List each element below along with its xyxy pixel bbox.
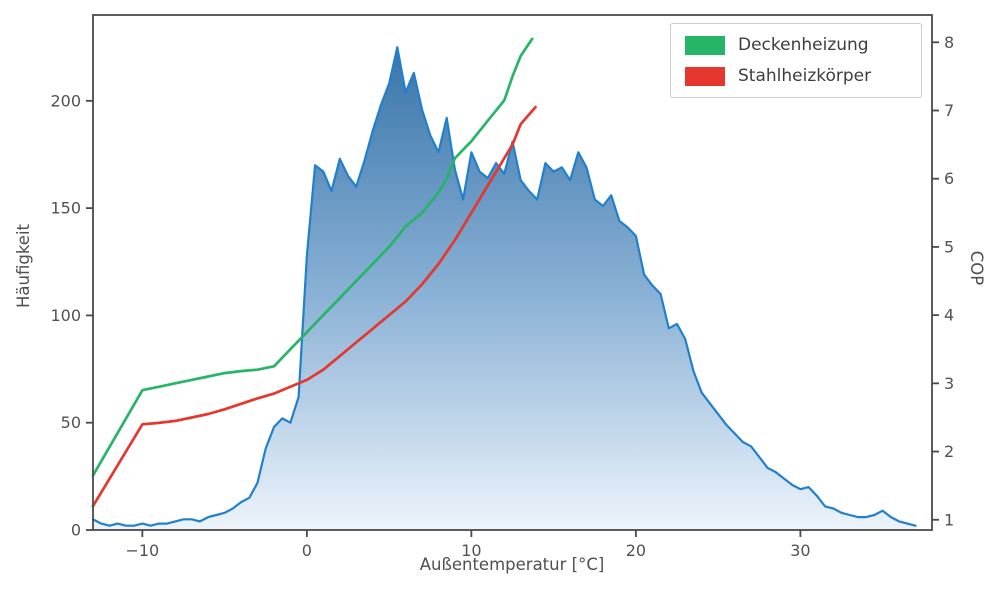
svg-text:0: 0 — [71, 521, 81, 540]
svg-text:4: 4 — [944, 306, 954, 325]
svg-text:0: 0 — [302, 541, 312, 560]
svg-text:2: 2 — [944, 442, 954, 461]
svg-text:8: 8 — [944, 33, 954, 52]
legend-item-deckenheizung: Deckenheizung — [685, 35, 907, 55]
svg-text:100: 100 — [50, 306, 81, 325]
legend-label-stahlheizkoerper: Stahlheizkörper — [738, 66, 872, 86]
legend-swatch-deckenheizung — [685, 35, 725, 55]
svg-text:10: 10 — [461, 541, 481, 560]
legend-item-stahlheizkoerper: Stahlheizkörper — [685, 66, 907, 86]
svg-text:5: 5 — [944, 237, 954, 256]
legend-label-deckenheizung: Deckenheizung — [738, 35, 869, 55]
svg-text:7: 7 — [944, 101, 954, 120]
svg-text:150: 150 — [50, 199, 81, 218]
svg-text:3: 3 — [944, 374, 954, 393]
svg-text:50: 50 — [61, 413, 81, 432]
legend: Deckenheizung Stahlheizkörper — [670, 23, 922, 98]
svg-text:20: 20 — [626, 541, 646, 560]
svg-text:30: 30 — [790, 541, 810, 560]
svg-text:200: 200 — [50, 91, 81, 110]
svg-text:−10: −10 — [125, 541, 159, 560]
svg-text:1: 1 — [944, 510, 954, 529]
svg-text:6: 6 — [944, 169, 954, 188]
legend-swatch-stahlheizkoerper — [685, 66, 725, 86]
